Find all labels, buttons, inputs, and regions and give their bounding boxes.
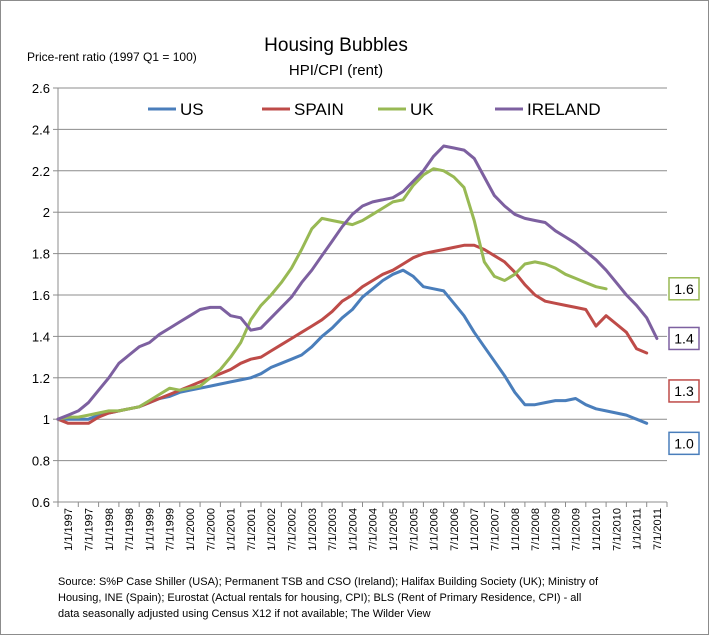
x-tick-label: 1/1/2002 <box>266 508 278 551</box>
x-tick-label: 1/1/2009 <box>550 508 562 551</box>
y-tick-label: 1.4 <box>32 329 50 344</box>
end-label-box-spain <box>668 379 700 403</box>
legend-label-us: US <box>180 100 204 119</box>
end-label-spain: 1.3 <box>674 383 694 399</box>
x-tick-label: 7/1/1998 <box>124 508 136 551</box>
y-tick-label: 2 <box>43 205 50 220</box>
series-line-uk <box>56 167 608 421</box>
x-tick-label: 7/1/2006 <box>449 508 461 551</box>
series-lines <box>56 144 659 425</box>
x-tick-label: 1/1/1998 <box>104 508 116 551</box>
y-axis-ticks: 0.6 0.8 1 1.2 1.4 1.6 1.8 2 2.2 2.4 2.6 <box>32 81 50 510</box>
x-tick-label: 1/1/2011 <box>632 508 644 550</box>
end-label-ireland: 1.4 <box>674 330 694 346</box>
y-tick-label: 1.8 <box>32 247 50 262</box>
y-tick-label: 0.8 <box>32 454 50 469</box>
x-tick-label: 7/1/2002 <box>286 508 298 551</box>
y-tick-label: 2.6 <box>32 81 50 96</box>
end-label-box-uk <box>668 277 700 301</box>
x-tick-label: 1/1/2006 <box>429 508 441 551</box>
x-tick-label: 1/1/1997 <box>63 508 75 551</box>
source-line-2: Housing, INE (Spain); Eurostat (Actual r… <box>58 592 581 604</box>
x-tick-label: 1/1/2007 <box>469 508 481 551</box>
x-tick-label: 1/1/2008 <box>510 508 522 551</box>
source-line-1: Source: S%P Case Shiller (USA); Permanen… <box>58 576 599 588</box>
y-tick-label: 1.6 <box>32 288 50 303</box>
legend-label-uk: UK <box>410 100 434 119</box>
x-tick-label: 7/1/1997 <box>83 508 95 551</box>
gridlines <box>53 87 667 503</box>
end-label-box-us <box>668 431 700 456</box>
axes <box>57 88 667 503</box>
legend-label-spain: SPAIN <box>294 100 344 119</box>
chart-title: Housing Bubbles <box>264 35 408 56</box>
x-tick-label: 1/1/2001 <box>226 508 238 551</box>
x-tick-label: 7/1/2008 <box>530 508 542 551</box>
y-tick-label: 2.2 <box>32 164 50 179</box>
x-tick-label: 7/1/2011 <box>652 508 664 550</box>
end-label-us: 1.0 <box>674 435 694 451</box>
x-tick-label: 7/1/2009 <box>571 508 583 551</box>
x-tick-label: 1/1/1999 <box>144 508 156 551</box>
x-tick-label: 7/1/2001 <box>246 508 258 551</box>
series-line-spain <box>56 243 649 425</box>
x-tick-label: 1/1/2010 <box>591 508 603 551</box>
chart-subtitle: HPI/CPI (rent) <box>289 62 383 79</box>
x-tick-label: 1/1/2000 <box>185 508 197 551</box>
legend-label-ireland: IRELAND <box>527 100 601 119</box>
y-tick-label: 1 <box>43 412 50 427</box>
x-tick-label: 7/1/2005 <box>408 508 420 551</box>
x-tick-label: 1/1/2005 <box>388 508 400 551</box>
x-tick-label: 7/1/2007 <box>489 508 501 551</box>
x-axis-ticks: 1/1/1997 7/1/1997 1/1/1998 7/1/1998 1/1/1999… <box>57 502 668 551</box>
x-tick-label: 1/1/2003 <box>307 508 319 551</box>
end-label-box-ireland <box>668 326 700 351</box>
x-tick-label: 7/1/1999 <box>165 508 177 551</box>
end-label-uk: 1.6 <box>674 281 694 297</box>
x-tick-label: 7/1/2004 <box>368 508 380 551</box>
source-line-3: data seasonally adjusted using Census X1… <box>58 608 431 620</box>
y-tick-label: 0.6 <box>32 495 50 510</box>
x-tick-label: 1/1/2004 <box>347 508 359 551</box>
end-labels: 1.0 1.3 1.6 1.4 <box>668 277 700 456</box>
x-tick-label: 7/1/2010 <box>611 508 623 551</box>
x-tick-label: 7/1/2000 <box>205 508 217 551</box>
y-axis-label: Price-rent ratio (1997 Q1 = 100) <box>27 50 197 64</box>
legend: US SPAIN UK IRELAND <box>148 100 601 119</box>
series-line-ireland <box>56 144 659 421</box>
y-tick-label: 2.4 <box>32 122 50 137</box>
y-tick-label: 1.2 <box>32 371 50 386</box>
x-tick-label: 7/1/2003 <box>327 508 339 551</box>
